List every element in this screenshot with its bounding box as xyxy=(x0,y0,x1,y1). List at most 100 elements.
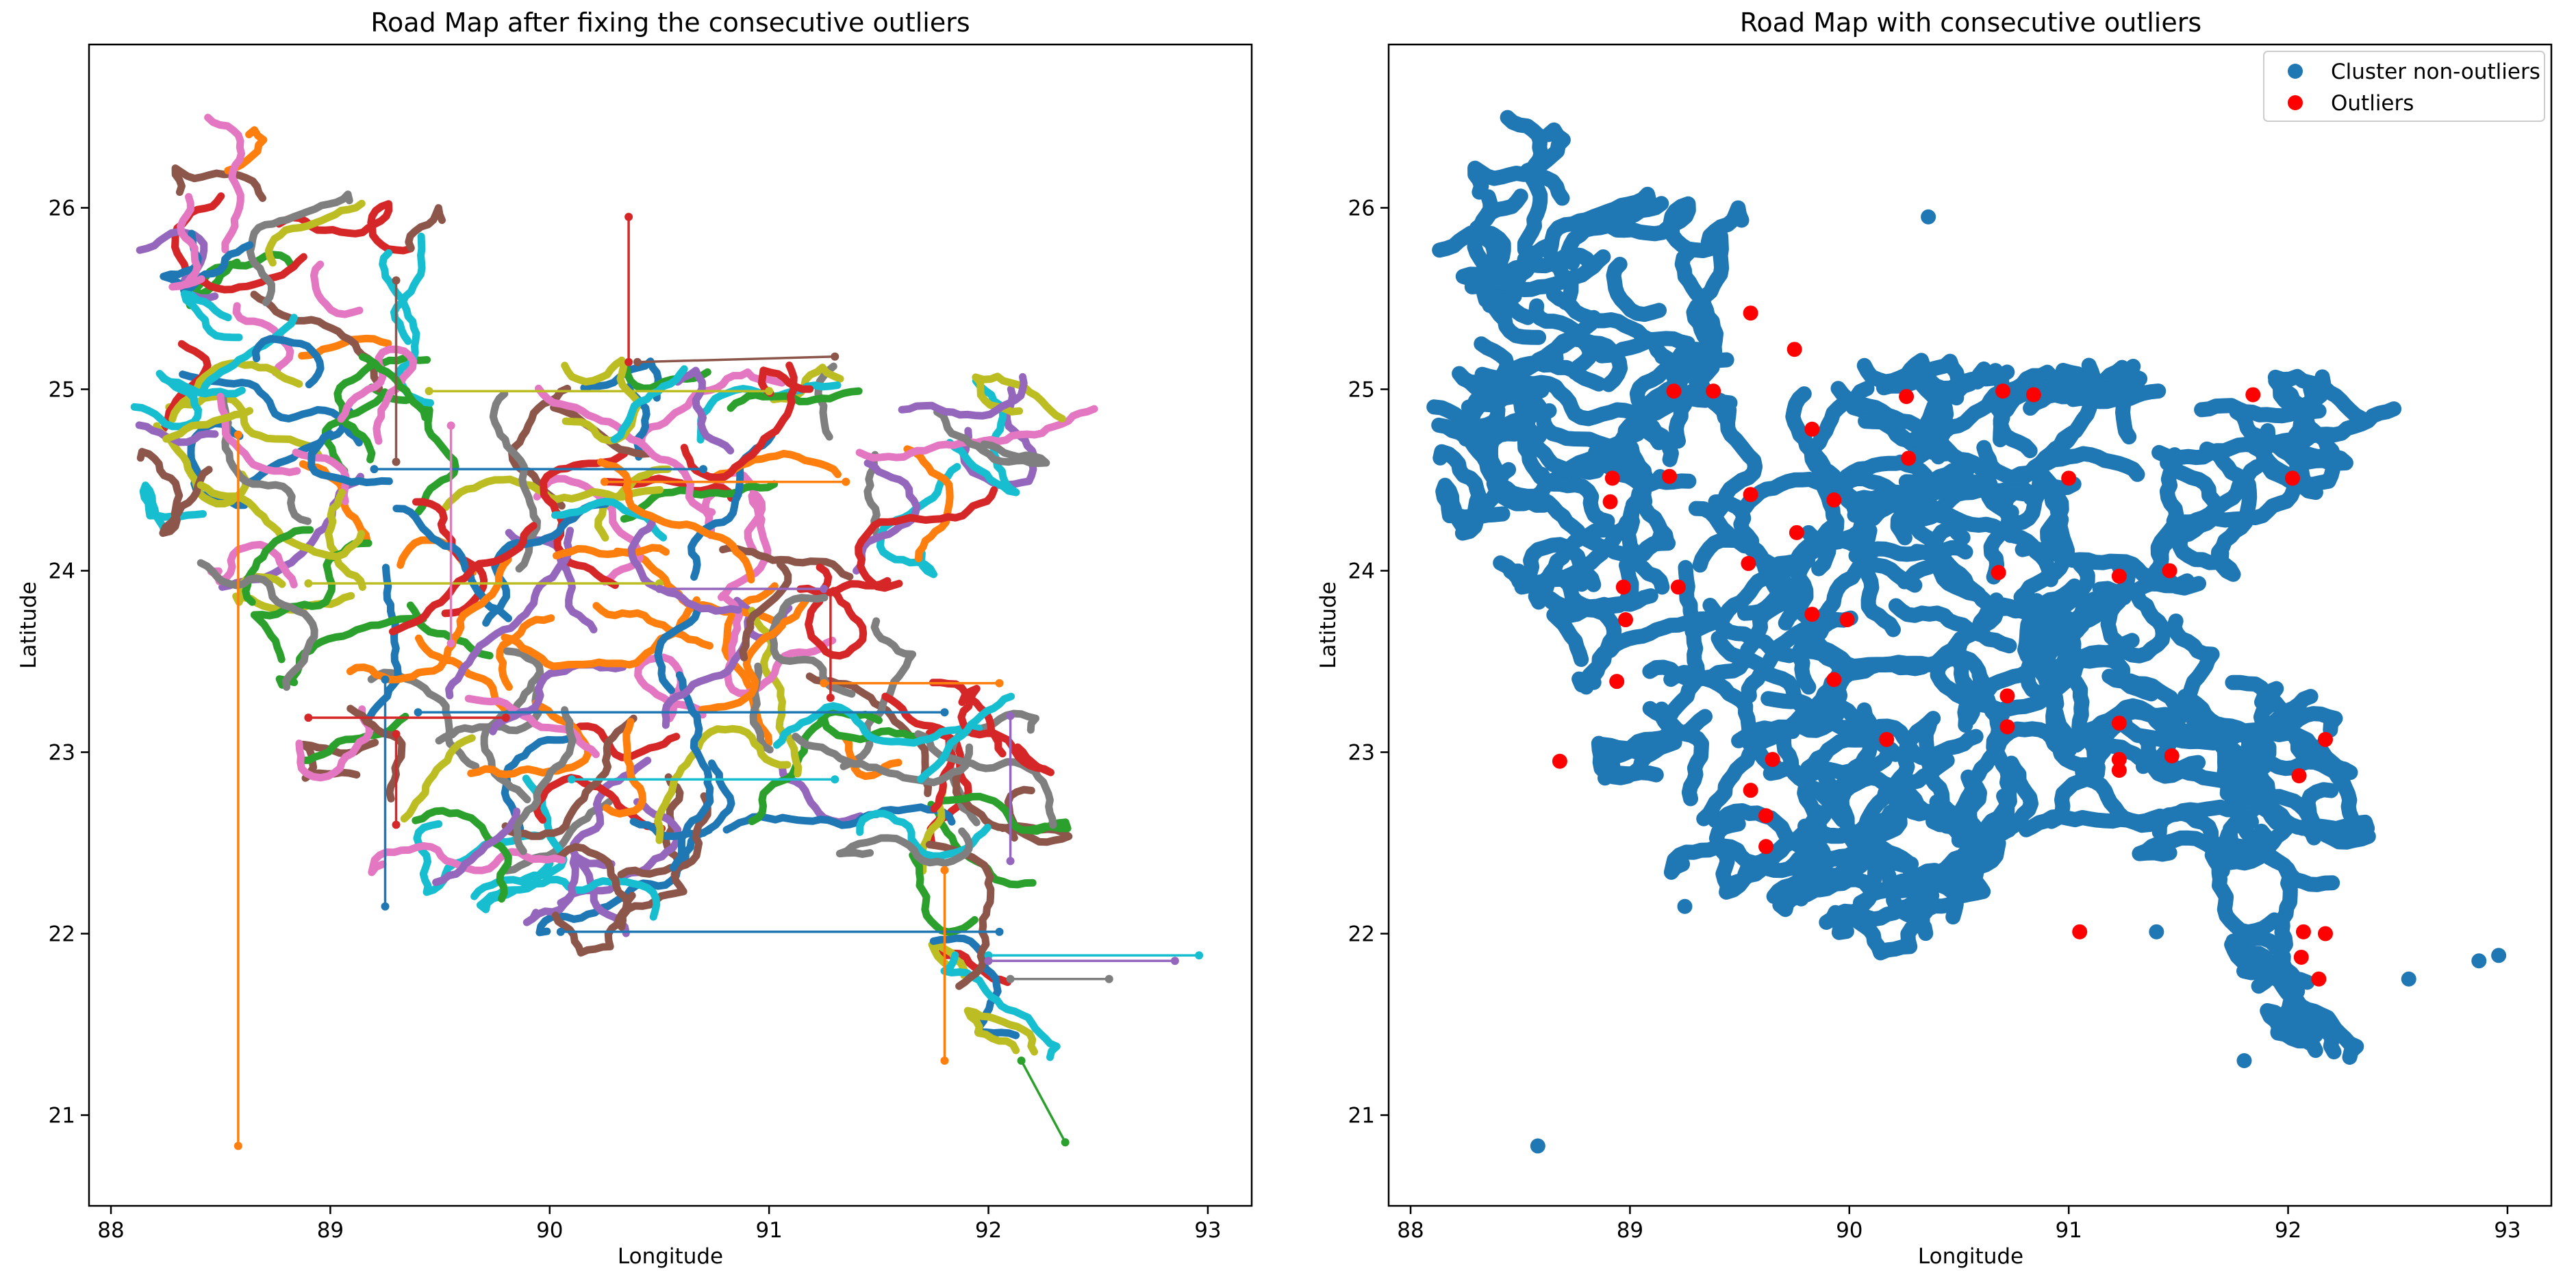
connector-endpoint xyxy=(831,775,839,784)
cluster-road xyxy=(1893,454,2058,588)
outlier-point xyxy=(2284,470,2300,486)
connector-endpoint xyxy=(381,675,390,684)
road-segment xyxy=(325,488,366,591)
connector-endpoint xyxy=(820,679,829,687)
road-segment xyxy=(333,354,431,464)
cluster-road xyxy=(1642,552,1816,687)
road-segment xyxy=(246,190,353,307)
outlier-point xyxy=(2164,748,2180,763)
y-tick-label: 22 xyxy=(1348,922,1375,947)
connector-endpoint xyxy=(1017,1057,1026,1065)
road-segment xyxy=(957,685,1055,776)
road-segment xyxy=(768,594,856,698)
y-tick-label: 26 xyxy=(1348,197,1375,221)
road-segment xyxy=(513,706,577,855)
road-segment xyxy=(839,617,917,770)
cluster-road xyxy=(1476,286,1547,345)
cluster-road xyxy=(1856,353,1945,449)
y-tick-label: 22 xyxy=(49,922,75,947)
outlier-point xyxy=(1804,607,1820,622)
legend: Cluster non-outliers Outliers xyxy=(2263,51,2545,122)
cluster-road xyxy=(1642,700,1709,807)
cluster-road xyxy=(1969,363,2038,459)
right-cluster-points xyxy=(1426,110,2507,1154)
outlier-point xyxy=(1758,839,1774,855)
cluster-road xyxy=(1684,518,1841,640)
road-segment xyxy=(204,114,245,254)
x-tick-label: 89 xyxy=(1617,1218,1643,1243)
road-segment xyxy=(535,826,714,937)
connector-endpoint xyxy=(556,927,565,936)
outlier-point xyxy=(1604,470,1620,486)
cluster-point xyxy=(1921,209,1936,225)
road-segment xyxy=(168,192,205,291)
road-segment xyxy=(933,408,1050,467)
road-segment xyxy=(835,827,973,867)
road-segment xyxy=(841,734,902,781)
connector-endpoint xyxy=(1006,857,1015,866)
outlier-point xyxy=(1826,672,1842,687)
cluster-road xyxy=(1865,718,1984,766)
connector-endpoint xyxy=(304,714,313,722)
road-segment xyxy=(496,614,555,691)
cluster-point xyxy=(2149,924,2164,939)
connector-endpoint xyxy=(699,465,708,474)
connector-line xyxy=(637,355,835,364)
road-segment xyxy=(654,607,701,694)
cluster-road xyxy=(1561,196,1669,270)
road-segment xyxy=(917,692,1015,783)
connector-endpoint xyxy=(624,212,633,221)
outlier-point xyxy=(1804,421,1820,437)
road-segment xyxy=(620,480,779,523)
cluster-road xyxy=(2194,369,2332,424)
road-segment xyxy=(168,359,303,423)
road-segment xyxy=(476,859,554,913)
outlier-point xyxy=(2111,568,2127,584)
cluster-road xyxy=(1797,711,1941,844)
outlier-point xyxy=(2291,768,2307,783)
cluster-road xyxy=(2253,681,2358,781)
left-chart-title: Road Map after fixing the consecutive ou… xyxy=(370,8,970,38)
outlier-point xyxy=(1901,451,1917,466)
connector-endpoint xyxy=(1104,974,1113,983)
outlier-point xyxy=(2311,971,2327,987)
connector-endpoint xyxy=(826,588,835,597)
right-x-axis-ticks: 88 89 90 91 92 93 xyxy=(1397,1206,2521,1243)
connector-endpoint xyxy=(1006,711,1015,720)
road-segment xyxy=(674,366,735,455)
road-segment xyxy=(337,345,418,445)
y-tick-label: 23 xyxy=(1348,741,1375,766)
road-segment xyxy=(928,941,968,980)
road-segment xyxy=(855,486,998,592)
connector-endpoint xyxy=(600,477,609,486)
cluster-road xyxy=(2069,698,2286,753)
connector-endpoint xyxy=(831,352,839,361)
cluster-road xyxy=(2087,729,2277,790)
road-segment xyxy=(903,445,954,563)
road-segment xyxy=(553,544,670,559)
connector-endpoint xyxy=(392,457,401,466)
cluster-point xyxy=(2401,971,2416,987)
cluster-road xyxy=(1432,444,1517,541)
connector-endpoint xyxy=(392,730,401,738)
road-segment xyxy=(698,621,787,714)
right-chart-title: Road Map with consecutive outliers xyxy=(1740,8,2201,38)
connector-endpoint xyxy=(414,708,422,717)
road-segment xyxy=(251,335,325,389)
cluster-road xyxy=(1965,667,2017,876)
connector-endpoint xyxy=(940,1057,949,1065)
outlier-point xyxy=(1765,752,1780,768)
road-segment xyxy=(432,807,521,886)
outlier-point xyxy=(1789,525,1804,540)
connector-endpoint xyxy=(567,775,576,784)
cluster-road xyxy=(2064,590,2159,702)
cluster-point xyxy=(2471,953,2487,969)
cluster-road xyxy=(2199,441,2258,566)
connector-endpoint xyxy=(984,957,993,965)
y-tick-label: 25 xyxy=(49,378,75,403)
connector-endpoint xyxy=(381,902,390,911)
cluster-road xyxy=(1976,357,2101,485)
cluster-road xyxy=(2229,404,2353,471)
road-segment xyxy=(242,526,314,606)
road-segment xyxy=(445,527,574,700)
